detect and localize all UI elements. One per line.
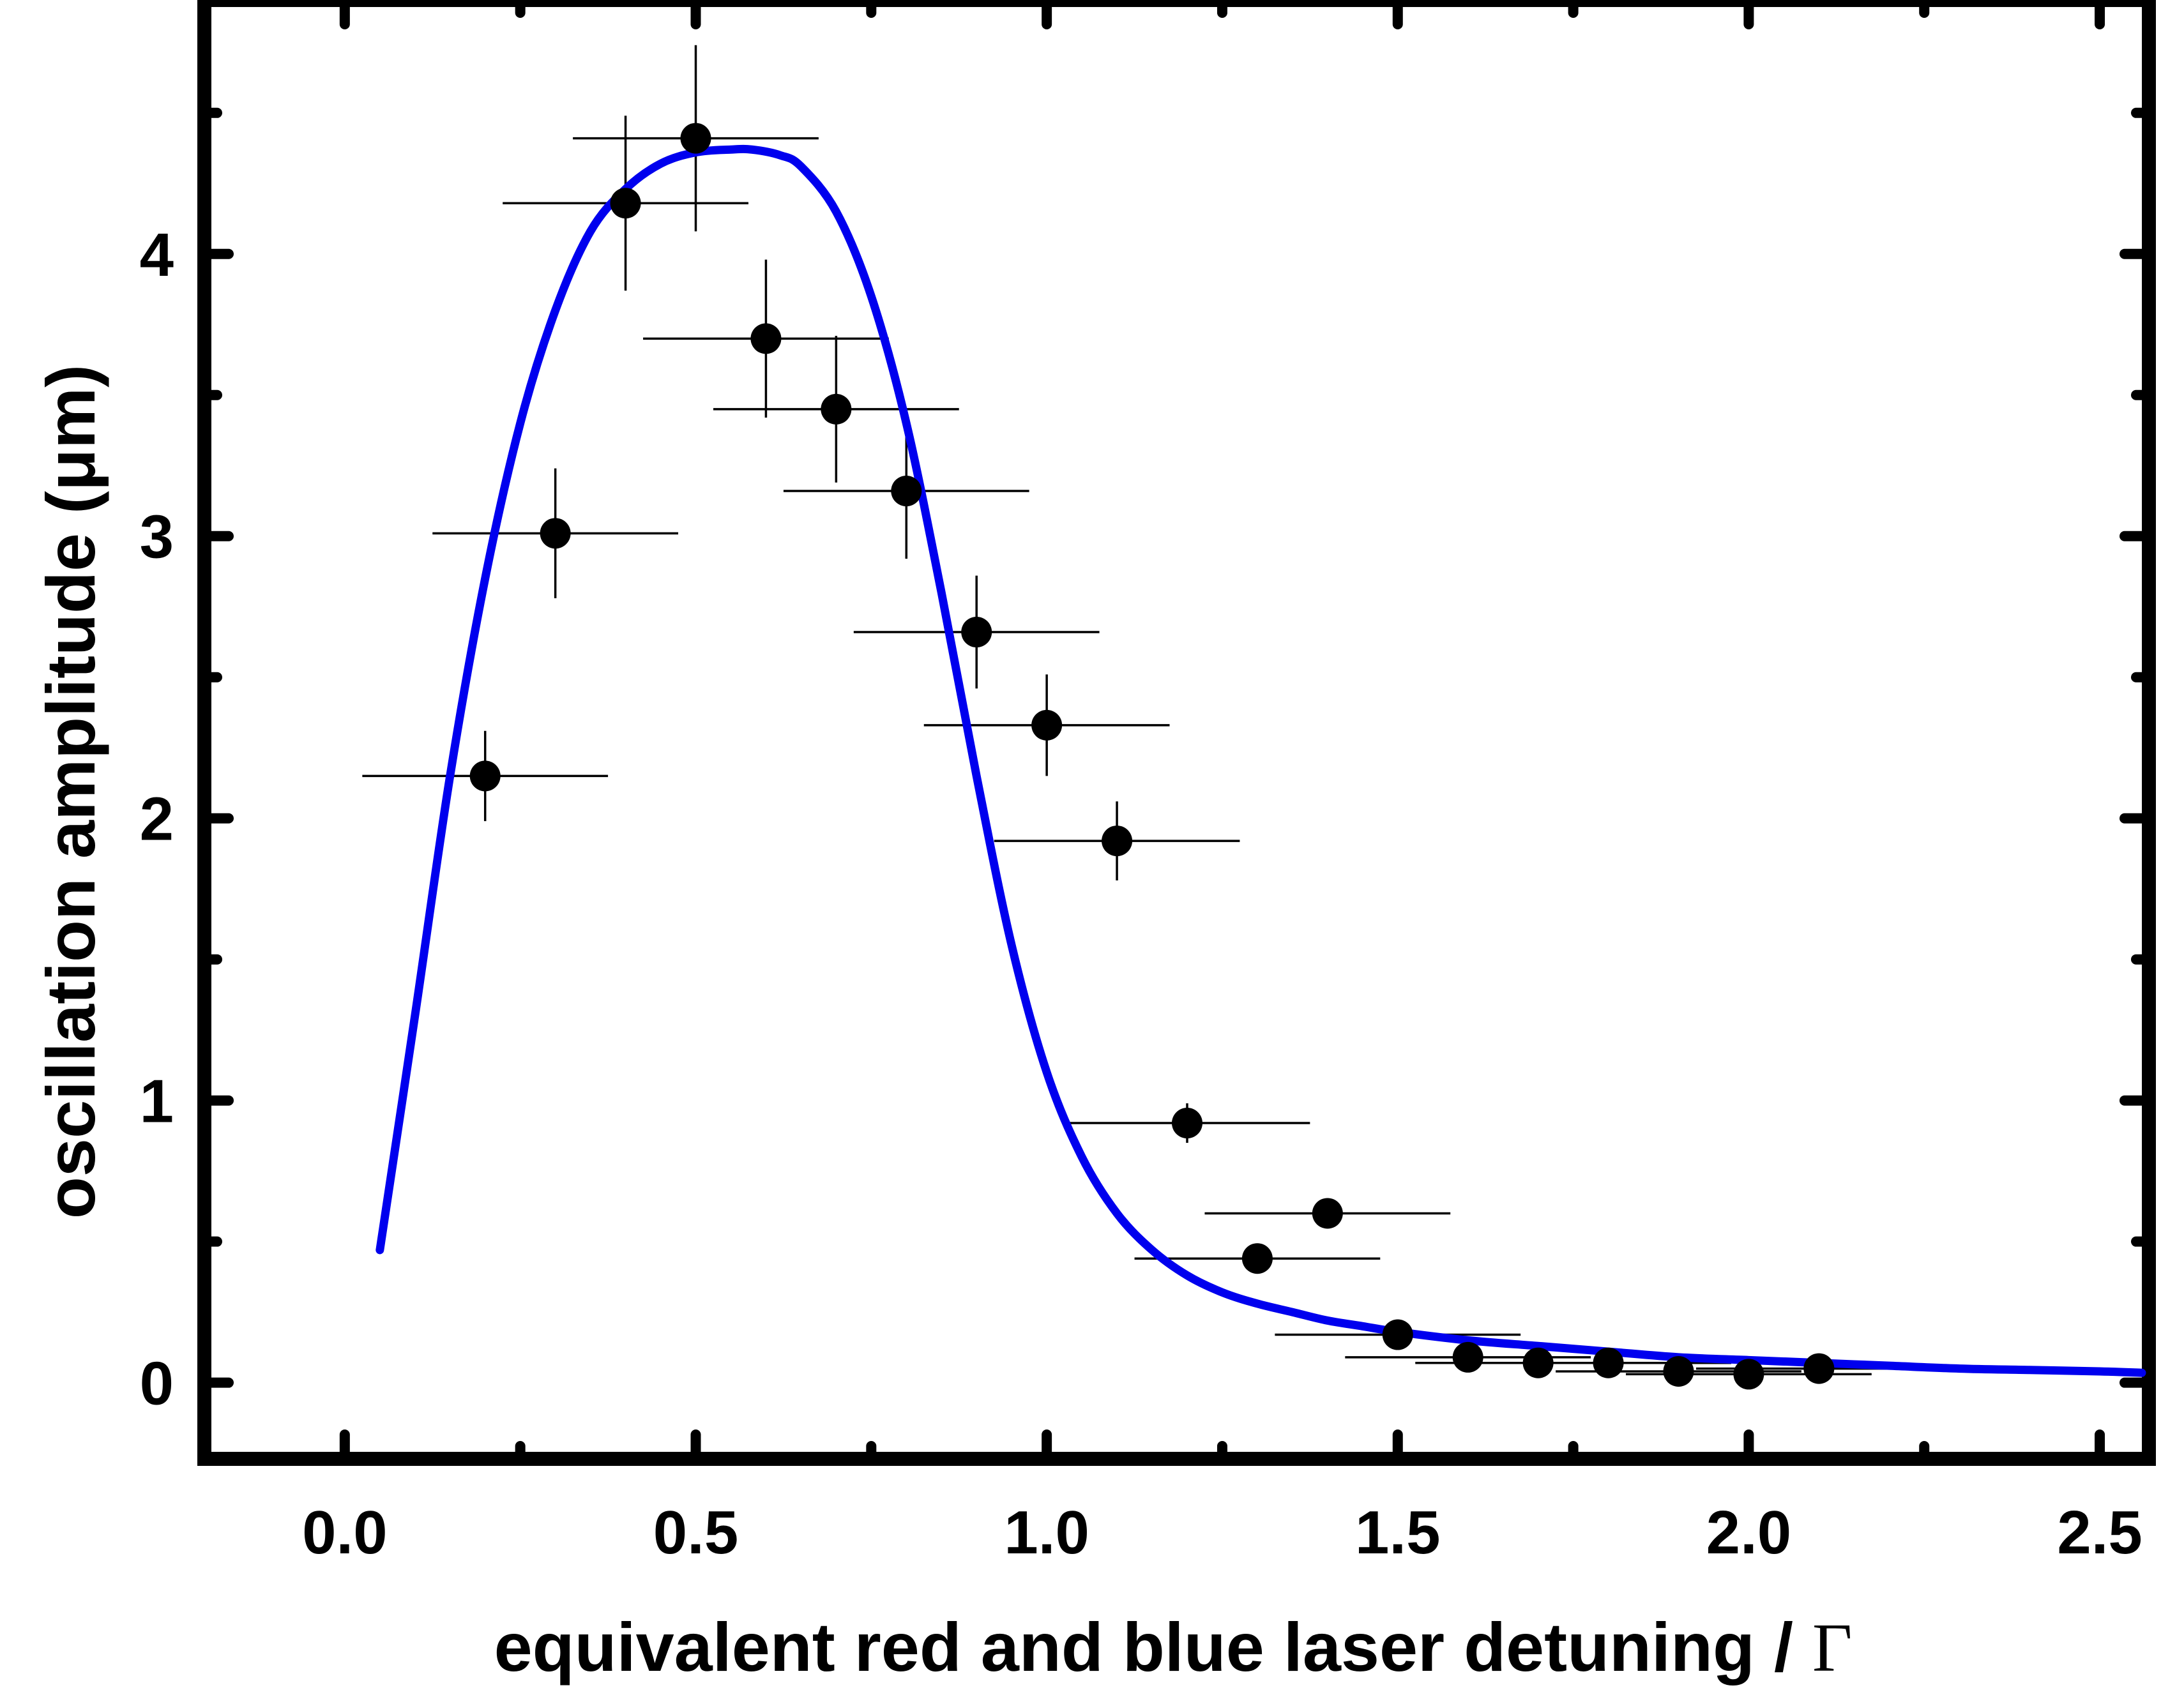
x-tick-label: 0.5 [653,1498,738,1567]
x-tick-label: 1.0 [1004,1498,1089,1567]
data-point [1031,709,1063,741]
y-tick-label: 4 [140,221,174,289]
data-point [1522,1347,1554,1378]
data-point [1382,1319,1413,1350]
data-point [469,760,501,792]
y-axis-title: oscillation amplitude (μm) [32,365,109,1219]
data-point [821,393,852,425]
x-axis-title-text: equivalent red and blue laser detuning / [494,1608,1812,1686]
y-tick-label: 1 [140,1067,174,1136]
gamma-symbol: Γ [1812,1610,1852,1686]
fit-curve [375,144,2146,1377]
x-axis-title: equivalent red and blue laser detuning /… [494,1608,1853,1686]
error-bars [362,45,1942,1377]
data-point [610,188,641,219]
data-point [1171,1108,1202,1139]
x-tick-label: 0.0 [302,1498,387,1567]
data-point [750,323,782,354]
data-point [1102,826,1133,857]
x-tick-label: 2.5 [2057,1498,2142,1567]
x-tick-labels: 0.0 0.5 1.0 1.5 2.0 2.5 [302,1498,2142,1567]
y-tick-label: 2 [140,785,174,854]
data-point [1241,1243,1273,1274]
data-point [1663,1355,1694,1387]
data-point [1803,1353,1835,1384]
data-point [891,476,922,507]
data-point [1593,1347,1624,1378]
y-tick-label: 3 [140,503,174,571]
data-points [469,123,1835,1390]
data-point [540,518,571,549]
data-point [1312,1198,1343,1229]
plot-frame [197,0,2156,1466]
data-point [961,617,992,648]
data-point [1452,1341,1483,1373]
data-point [1733,1359,1764,1390]
x-tick-label: 1.5 [1355,1498,1440,1567]
y-tick-label: 0 [140,1350,174,1418]
data-point [680,123,711,154]
x-tick-label: 2.0 [1706,1498,1791,1567]
y-tick-labels: 0 1 2 3 4 [140,221,174,1418]
axis-ticks [199,0,2154,1464]
